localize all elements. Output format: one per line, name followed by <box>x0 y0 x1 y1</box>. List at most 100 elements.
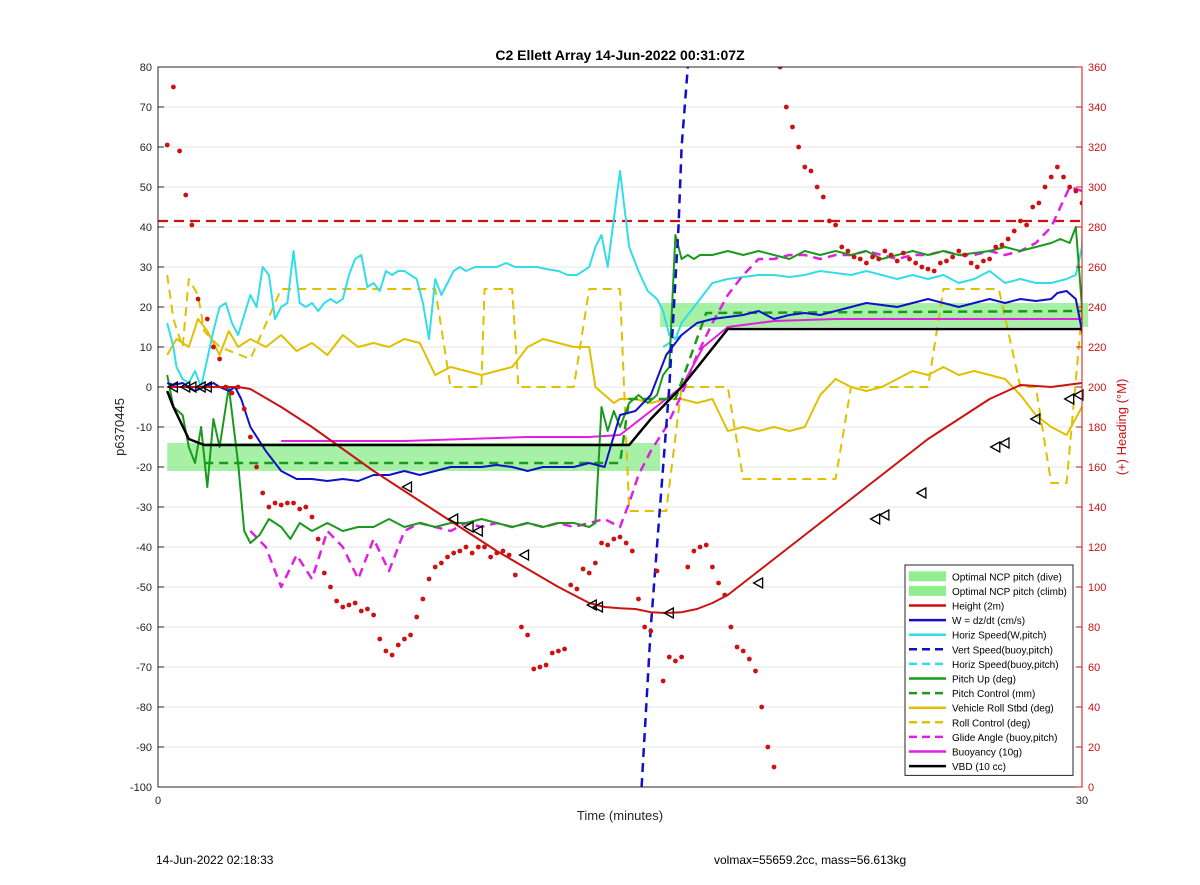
x-tick-label: 30 <box>1076 795 1088 807</box>
y2-tick-label: 80 <box>1088 622 1100 634</box>
triangle-marker <box>1029 412 1041 426</box>
heading-point <box>537 664 543 670</box>
heading-point <box>248 434 253 440</box>
y2-tick-label: 280 <box>1088 222 1106 234</box>
heading-point <box>272 500 278 506</box>
heading-point <box>254 464 259 470</box>
heading-point <box>716 580 721 586</box>
series-line-height-2m <box>167 382 1082 614</box>
y2-tick-label: 260 <box>1088 262 1106 274</box>
series-lines <box>166 67 1082 787</box>
heading-point <box>956 248 962 254</box>
heading-point <box>1024 222 1029 228</box>
heading-point <box>420 596 426 602</box>
heading-axis-label: (+) Heading (°M) <box>1114 379 1129 476</box>
heading-point <box>808 168 814 174</box>
y2-tick-label: 160 <box>1088 462 1106 474</box>
heading-point <box>260 490 266 496</box>
heading-point <box>1090 165 1095 170</box>
y2-tick-label: 0 <box>1088 782 1094 794</box>
heading-point <box>950 254 956 260</box>
series-line-horiz-speed-w-pitch <box>166 170 1082 388</box>
heading-point <box>827 218 832 224</box>
heading-point <box>746 656 752 662</box>
heading-point <box>266 504 272 510</box>
heading-point <box>284 500 290 506</box>
x-tick-label: 0 <box>155 795 161 807</box>
heading-point <box>944 258 949 264</box>
heading-point <box>519 624 524 630</box>
heading-point <box>864 260 869 266</box>
triangle-marker <box>869 512 881 526</box>
heading-point <box>402 636 407 642</box>
series-line-horiz-speed-buoy-pitch <box>662 330 689 348</box>
y2-tick-label: 220 <box>1088 342 1106 354</box>
series-line-roll-control-deg <box>166 274 1082 512</box>
heading-point <box>574 586 580 592</box>
heading-point <box>1048 174 1054 180</box>
triangle-marker <box>592 600 604 614</box>
triangle-markers <box>167 380 1084 620</box>
y2-tick-label: 100 <box>1088 582 1106 594</box>
heading-point <box>358 608 364 614</box>
heading-point <box>1067 184 1073 190</box>
legend-label: Horiz Speed(buoy,pitch) <box>952 660 1059 671</box>
triangle-marker <box>1072 388 1084 402</box>
y-tick-label: -20 <box>136 462 152 474</box>
heading-point <box>820 194 826 200</box>
heading-point <box>1036 200 1042 206</box>
heading-point <box>445 554 450 560</box>
heading-point <box>907 256 912 262</box>
y-tick-label: 50 <box>140 182 152 194</box>
heading-point <box>543 662 549 668</box>
heading-point <box>987 256 992 262</box>
y-tick-label: 20 <box>140 302 152 314</box>
y-tick-label: -10 <box>136 422 152 434</box>
heading-point <box>512 572 518 578</box>
heading-point <box>894 258 900 264</box>
triangle-marker <box>167 380 179 394</box>
heading-point <box>328 584 333 590</box>
heading-point <box>340 604 346 610</box>
heading-point <box>617 534 623 540</box>
heading-point <box>525 632 530 638</box>
heading-point <box>1011 228 1017 234</box>
heading-point <box>876 256 882 262</box>
triangle-marker <box>471 524 483 538</box>
heading-point <box>235 384 241 390</box>
heading-point <box>177 148 182 154</box>
legend-label: Vehicle Roll Stbd (deg) <box>952 704 1054 715</box>
legend-label: Horiz Speed(W,pitch) <box>952 631 1046 642</box>
heading-point <box>679 654 684 660</box>
heading-point <box>710 564 715 570</box>
y2-tick-label: 60 <box>1088 662 1100 674</box>
heading-point <box>278 502 284 508</box>
y-tick-label: 30 <box>140 262 152 274</box>
heading-point <box>765 744 771 750</box>
triangle-marker <box>998 436 1010 450</box>
y2-tick-label: 320 <box>1088 142 1106 154</box>
heading-point <box>993 244 999 250</box>
legend-label: W = dz/dt (cm/s) <box>952 616 1025 627</box>
heading-point <box>857 256 863 262</box>
heading-point <box>734 644 740 650</box>
heading-point <box>648 628 654 634</box>
heading-point <box>900 250 906 256</box>
heading-point <box>463 544 469 550</box>
y-tick-label: -80 <box>136 702 152 714</box>
heading-point <box>925 266 931 272</box>
heading-point <box>931 268 937 274</box>
heading-point <box>771 764 777 770</box>
y-tick-label: 70 <box>140 102 152 114</box>
heading-point <box>426 576 432 582</box>
series-line-vert-speed-buoy-pitch <box>640 67 690 787</box>
y2-tick-label: 180 <box>1088 422 1106 434</box>
y2-tick-label: 240 <box>1088 302 1106 314</box>
triangle-marker <box>662 606 674 620</box>
heading-point <box>377 636 383 642</box>
y2-tick-label: 20 <box>1088 742 1100 754</box>
legend-label: Pitch Up (deg) <box>952 675 1016 686</box>
y2-tick-label: 360 <box>1088 62 1106 74</box>
heading-point <box>1030 204 1036 210</box>
